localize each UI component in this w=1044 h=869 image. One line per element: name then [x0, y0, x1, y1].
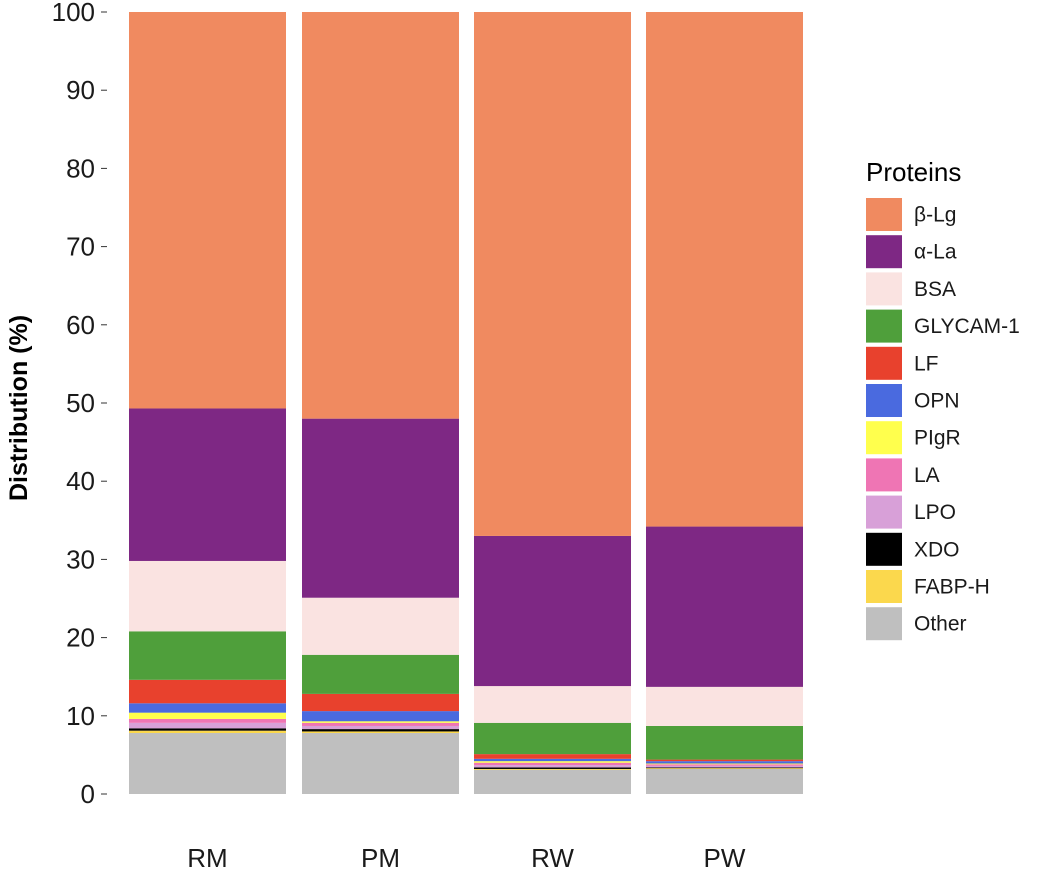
bar-segment-rm-pigr	[129, 712, 286, 719]
legend-key-lg	[866, 198, 902, 231]
y-tick-label: 60	[66, 310, 95, 340]
legend-label: LA	[914, 464, 940, 487]
bar-segment-rm-lg	[129, 12, 286, 409]
legend: Proteins β-Lg α-La BSA GLYCAM-1 LF OPN PIgR LA L…	[866, 157, 1020, 641]
legend-key-bsa	[866, 272, 902, 306]
bar-segment-pm-la	[302, 722, 459, 726]
x-axis: RM PM RW PW	[187, 843, 746, 869]
legend-label: LF	[914, 352, 939, 375]
bar-segment-pw-glycam1	[646, 725, 803, 760]
legend-label: α-La	[914, 241, 957, 264]
bar-segment-pm-lf	[302, 693, 459, 712]
x-tick-label-rw: RW	[531, 843, 574, 869]
y-tick-label: 10	[66, 701, 95, 731]
legend-label: β-Lg	[914, 204, 956, 227]
bar-segment-pm-xdo	[302, 729, 459, 732]
bar-segment-rw-lg	[474, 12, 631, 536]
bar-segment-rm-glycam1	[129, 631, 286, 680]
bar-segment-pm-bsa	[302, 597, 459, 655]
legend-key-la	[866, 235, 902, 269]
legend-label: XDO	[914, 538, 960, 561]
x-tick-label-rm: RM	[187, 843, 227, 869]
legend-key-xdo	[866, 532, 902, 566]
bar-segment-rm-lf	[129, 679, 286, 704]
x-tick-label-pm: PM	[361, 843, 400, 869]
bar-segment-pm-la	[302, 418, 459, 598]
bar-segment-rm-la	[129, 408, 286, 561]
y-tick-label: 0	[81, 779, 95, 809]
bar-segment-pm-fabph	[302, 731, 459, 733]
y-tick-label: 100	[52, 0, 95, 27]
bar-segment-pw-xdo	[646, 767, 803, 769]
bar-segment-pw-la	[646, 764, 803, 766]
legend-label: GLYCAM-1	[914, 315, 1020, 338]
bar-segment-pw-bsa	[646, 686, 803, 726]
y-tick-label: 80	[66, 153, 95, 183]
legend-label: Other	[914, 613, 967, 636]
bar-segment-rm-la	[129, 718, 286, 723]
bar-segment-pw-lg	[646, 12, 803, 527]
bar-segment-pw-pigr	[646, 763, 803, 765]
bar-segment-rw-xdo	[474, 767, 631, 769]
y-tick-label: 20	[66, 623, 95, 653]
y-tick-label: 30	[66, 544, 95, 574]
y-axis: 0 10 20 30 40 50 60 70 80 90 100	[52, 0, 107, 809]
bar-segment-rm-lpo	[129, 722, 286, 729]
bar-segment-pw-opn	[646, 761, 803, 764]
legend-key-lf	[866, 346, 902, 380]
legend-label: FABP-H	[914, 576, 990, 599]
bar-segment-rw-opn	[474, 758, 631, 762]
legend-key-pigr	[866, 421, 902, 455]
legend-label: PIgR	[914, 427, 961, 450]
bar-segment-pw-fabph	[646, 768, 803, 769]
bar-segment-rw-lpo	[474, 765, 631, 768]
bar-segment-rm-fabph	[129, 730, 286, 734]
bar-segment-rw-fabph	[474, 768, 631, 770]
bar-segment-rw-glycam1	[474, 722, 631, 755]
bar-segment-rw-other	[474, 769, 631, 794]
legend-key-la	[866, 458, 902, 492]
legend-label: BSA	[914, 278, 956, 301]
bar-segment-pm-lg	[302, 12, 459, 419]
bar-segment-pw-lpo	[646, 765, 803, 768]
bar-segment-pm-other	[302, 733, 459, 794]
bar-segment-pw-lf	[646, 759, 803, 762]
bar-segment-rw-lf	[474, 754, 631, 759]
legend-key-glycam1	[866, 309, 902, 343]
legend-key-other	[866, 607, 902, 641]
y-tick-label: 50	[66, 388, 95, 418]
y-tick-label: 90	[66, 75, 95, 105]
bar-segment-pm-pigr	[302, 721, 459, 723]
bar-segment-rm-other	[129, 733, 286, 794]
bar-segment-rm-opn	[129, 703, 286, 713]
bar-segment-pw-other	[646, 768, 803, 794]
bar-segment-rm-bsa	[129, 560, 286, 632]
y-axis-title: Distribution (%)	[5, 315, 33, 501]
bar-segment-rw-la	[474, 535, 631, 687]
bar-segment-rw-bsa	[474, 686, 631, 723]
y-tick-label: 40	[66, 466, 95, 496]
bar-segment-rm-xdo	[129, 728, 286, 731]
legend-title: Proteins	[866, 157, 961, 187]
x-tick-label-pw: PW	[704, 843, 746, 869]
legend-key-fabph	[866, 570, 902, 603]
bar-segment-pm-opn	[302, 711, 459, 722]
bars-layer	[129, 12, 803, 794]
legend-label: OPN	[914, 390, 960, 413]
legend-key-lpo	[866, 495, 902, 529]
bar-segment-pm-glycam1	[302, 654, 459, 694]
legend-key-opn	[866, 384, 902, 417]
legend-label: LPO	[914, 501, 956, 524]
bar-segment-pw-la	[646, 526, 803, 687]
bar-segment-rw-pigr	[474, 761, 631, 763]
bar-segment-rw-la	[474, 762, 631, 766]
bar-segment-pm-lpo	[302, 725, 459, 730]
y-tick-label: 70	[66, 232, 95, 262]
